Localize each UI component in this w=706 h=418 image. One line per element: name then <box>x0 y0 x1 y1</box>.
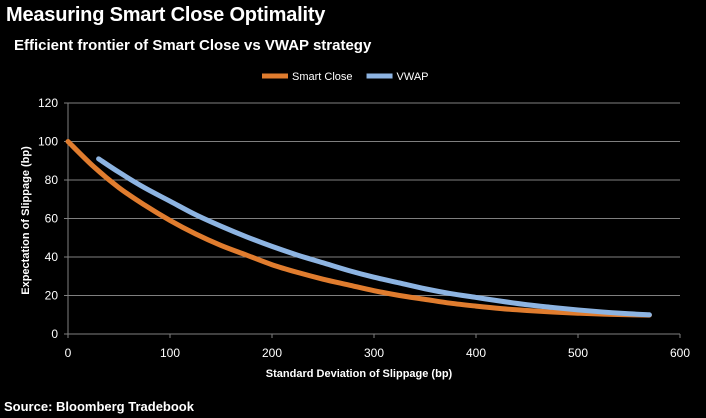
x-tick-label: 0 <box>65 346 72 360</box>
x-tick-label: 100 <box>160 346 180 360</box>
gridlines <box>68 102 680 296</box>
legend-label: Smart Close <box>292 71 353 83</box>
series-lines <box>65 139 652 318</box>
x-tick-label: 300 <box>364 346 384 360</box>
legend-label: VWAP <box>397 71 429 83</box>
y-tick-label: 60 <box>45 212 59 226</box>
series-line-vwap <box>96 156 652 318</box>
x-axis-ticks: 0 100 200 300 400 500 600 <box>65 334 690 360</box>
y-tick-label: 120 <box>38 96 58 110</box>
source-note: Source: Bloomberg Tradebook <box>4 399 194 414</box>
chart-title: Measuring Smart Close Optimality <box>6 4 326 26</box>
x-tick-label: 500 <box>568 346 588 360</box>
y-tick-label: 80 <box>45 173 59 187</box>
y-tick-label: 0 <box>51 327 58 341</box>
x-tick-label: 400 <box>466 346 486 360</box>
y-tick-label: 20 <box>45 289 59 303</box>
x-tick-label: 200 <box>262 346 282 360</box>
x-axis-title: Standard Deviation of Slippage (bp) <box>266 368 453 380</box>
legend: Smart Close VWAP <box>262 71 429 83</box>
y-tick-label: 40 <box>45 250 59 264</box>
legend-item-vwap: VWAP <box>366 71 429 83</box>
x-tick-label: 600 <box>670 346 690 360</box>
legend-item-smart-close: Smart Close <box>262 71 353 83</box>
y-axis-title: Expectation of Slippage (bp) <box>20 146 32 295</box>
series-line-smart-close <box>65 139 652 318</box>
y-tick-label: 100 <box>38 135 58 149</box>
y-axis-ticks: 0 20 40 60 80 100 120 <box>38 96 68 341</box>
chart-subtitle: Efficient frontier of Smart Close vs VWA… <box>14 37 372 54</box>
